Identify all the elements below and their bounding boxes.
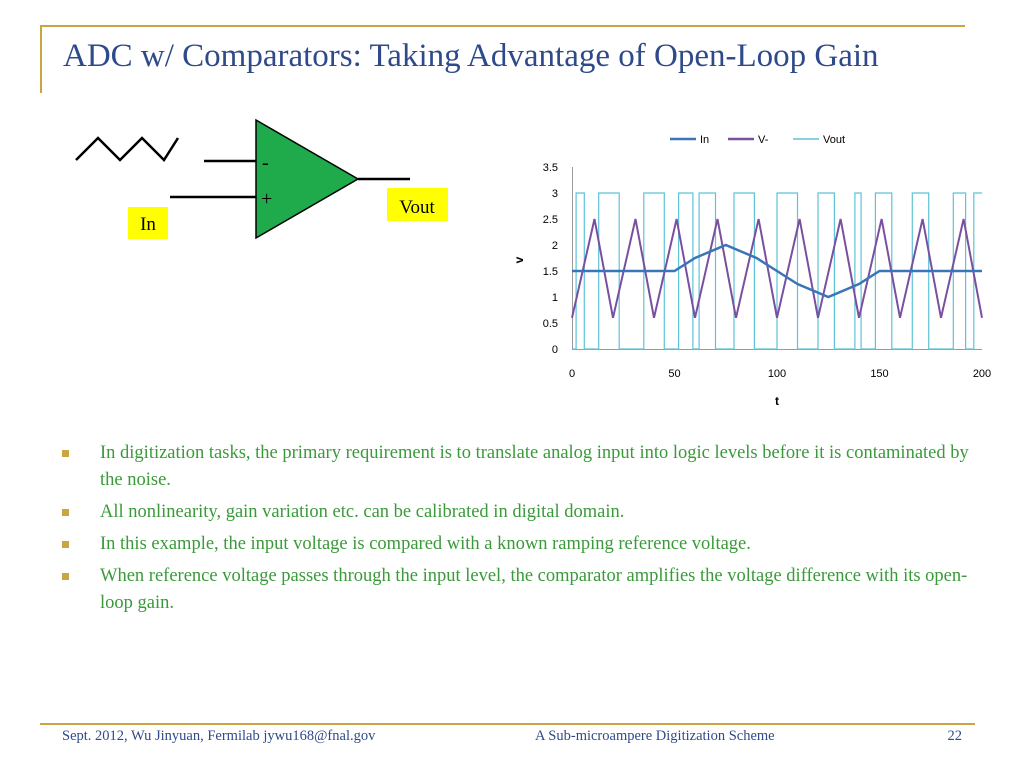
- square-bullet-icon: [62, 450, 69, 457]
- input-label-box: [128, 207, 168, 239]
- y-tick-label: 3.5: [543, 162, 558, 174]
- bullet-text: All nonlinearity, gain variation etc. ca…: [100, 502, 625, 522]
- square-bullet-icon: [62, 573, 69, 580]
- slide-title: ADC w/ Comparators: Taking Advantage of …: [63, 38, 879, 74]
- footer-author: Sept. 2012, Wu Jinyuan, Fermilab jywu168…: [62, 728, 376, 744]
- square-bullet-icon: [62, 509, 69, 516]
- y-tick-label: 2: [552, 240, 558, 252]
- y-tick-label: 1.5: [543, 266, 558, 278]
- x-axis-label: t: [775, 394, 779, 408]
- bullet-list: In digitization tasks, the primary requi…: [62, 440, 987, 622]
- bullet-text: In this example, the input voltage is co…: [100, 534, 751, 554]
- y-axis-ticks: 0 0.5 1 1.5 2 2.5 3 3.5: [543, 162, 558, 356]
- y-tick-label: 0.5: [543, 318, 558, 330]
- output-label-box: [387, 188, 448, 221]
- x-tick-label: 150: [870, 368, 888, 380]
- footer-divider: [40, 723, 975, 725]
- series-line-v: [571, 218, 983, 319]
- x-tick-label: 50: [668, 368, 680, 380]
- bullet-text: In digitization tasks, the primary requi…: [100, 443, 969, 490]
- comparator-circuit-diagram: - + In Vout: [75, 118, 448, 240]
- footer-presentation-title: A Sub-microampere Digitization Scheme: [535, 728, 775, 744]
- bullet-item: In digitization tasks, the primary requi…: [62, 440, 987, 494]
- bullet-text: When reference voltage passes through th…: [100, 566, 968, 613]
- y-tick-label: 3: [552, 188, 558, 200]
- ramp-reference-waveform: [75, 136, 180, 162]
- output-label: Vout: [399, 197, 435, 218]
- plus-terminal-label: +: [261, 188, 272, 210]
- page-number: 22: [947, 728, 963, 744]
- y-tick-label: 1: [552, 292, 558, 304]
- square-bullet-icon: [62, 541, 69, 548]
- series-line-in: [572, 243, 982, 299]
- input-label: In: [140, 214, 156, 235]
- bullet-item: When reference voltage passes through th…: [62, 563, 987, 617]
- x-tick-label: 100: [768, 368, 786, 380]
- waveform-chart: In V- Vout v 0 0.5 1 1.5 2 2.5 3 3.5 0 50 100 150 200…: [512, 134, 991, 408]
- bullet-item: In this example, the input voltage is co…: [62, 531, 987, 558]
- y-tick-label: 2.5: [543, 214, 558, 226]
- left-border-line: [40, 25, 42, 93]
- comparator-opamp-triangle: [255, 118, 360, 240]
- top-border-line: [40, 25, 965, 27]
- legend-label: Vout: [823, 134, 845, 146]
- bullet-item: All nonlinearity, gain variation etc. ca…: [62, 499, 987, 526]
- x-axis-ticks: 0 50 100 150 200: [569, 368, 991, 380]
- minus-terminal-label: -: [262, 152, 269, 174]
- y-axis-label: v: [512, 256, 526, 263]
- x-tick-label: 200: [973, 368, 991, 380]
- x-tick-label: 0: [569, 368, 575, 380]
- y-tick-label: 0: [552, 344, 558, 356]
- legend-label: In: [700, 134, 709, 146]
- chart-legend: In V- Vout: [670, 134, 845, 146]
- legend-label: V-: [758, 134, 769, 146]
- chart-series: [571, 192, 983, 350]
